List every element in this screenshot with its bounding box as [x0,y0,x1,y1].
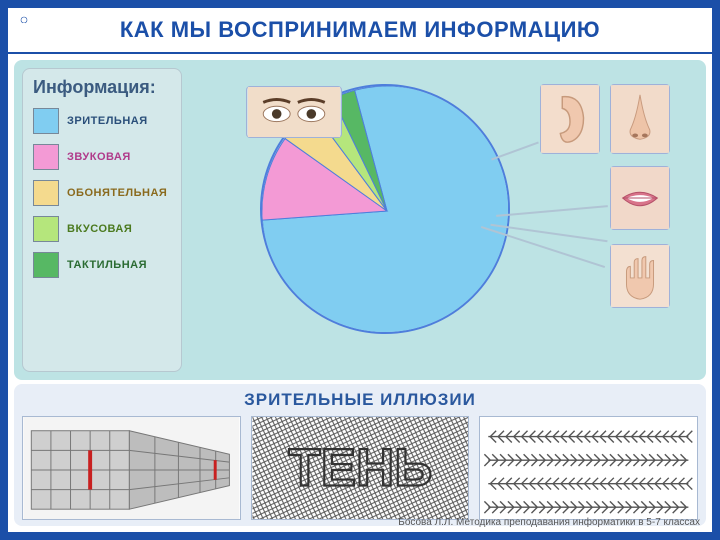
legend-label: ОБОНЯТЕЛЬНАЯ [67,187,167,199]
legend-title: Информация: [33,77,171,98]
illusion-herringbone [479,416,698,520]
thumb-eyes [246,86,342,138]
legend-box: Информация: ЗРИТЕЛЬНАЯ ЗВУКОВАЯ ОБОНЯТЕЛЬН… [22,68,182,372]
legend-label: ЗВУКОВАЯ [67,151,131,163]
thumb-nose [610,84,670,154]
legend-item: ЗРИТЕЛЬНАЯ [33,108,171,134]
legend-swatch [33,144,59,170]
legend-swatch [33,252,59,278]
chart-area [190,60,706,380]
legend-label: ВКУСОВАЯ [67,223,132,235]
legend-item: ТАКТИЛЬНАЯ [33,252,171,278]
legend-swatch [33,216,59,242]
legend-item: ЗВУКОВАЯ [33,144,171,170]
slide-frame: КАК МЫ ВОСПРИНИМАЕМ ИНФОРМАЦИЮ Информаци… [0,0,720,540]
callout-line [496,205,608,217]
illusion-row: ТЕНЬ [22,416,698,520]
legend-swatch [33,180,59,206]
legend-item: ВКУСОВАЯ [33,216,171,242]
header: КАК МЫ ВОСПРИНИМАЕМ ИНФОРМАЦИЮ [8,8,712,54]
figure-icon [14,16,34,44]
footer-credit: Босова Л.Л. Методика преподавания информ… [398,517,700,528]
thumb-mouth [610,166,670,230]
legend-swatch [33,108,59,134]
illusions-title: ЗРИТЕЛЬНЫЕ ИЛЛЮЗИИ [22,390,698,410]
illusion-hidden-word: ТЕНЬ [251,416,470,520]
page-title: КАК МЫ ВОСПРИНИМАЕМ ИНФОРМАЦИЮ [120,17,600,43]
hidden-word: ТЕНЬ [288,439,432,498]
legend-item: ОБОНЯТЕЛЬНАЯ [33,180,171,206]
illusion-perspective [22,416,241,520]
thumb-ear [540,84,600,154]
lower-panel: ЗРИТЕЛЬНЫЕ ИЛЛЮЗИИ [14,384,706,526]
callout-line [490,224,607,242]
upper-panel: Информация: ЗРИТЕЛЬНАЯ ЗВУКОВАЯ ОБОНЯТЕЛЬН… [14,60,706,380]
legend-label: ТАКТИЛЬНАЯ [67,259,147,271]
callout-line [491,142,539,161]
thumb-hand [610,244,670,308]
legend-label: ЗРИТЕЛЬНАЯ [67,115,148,127]
